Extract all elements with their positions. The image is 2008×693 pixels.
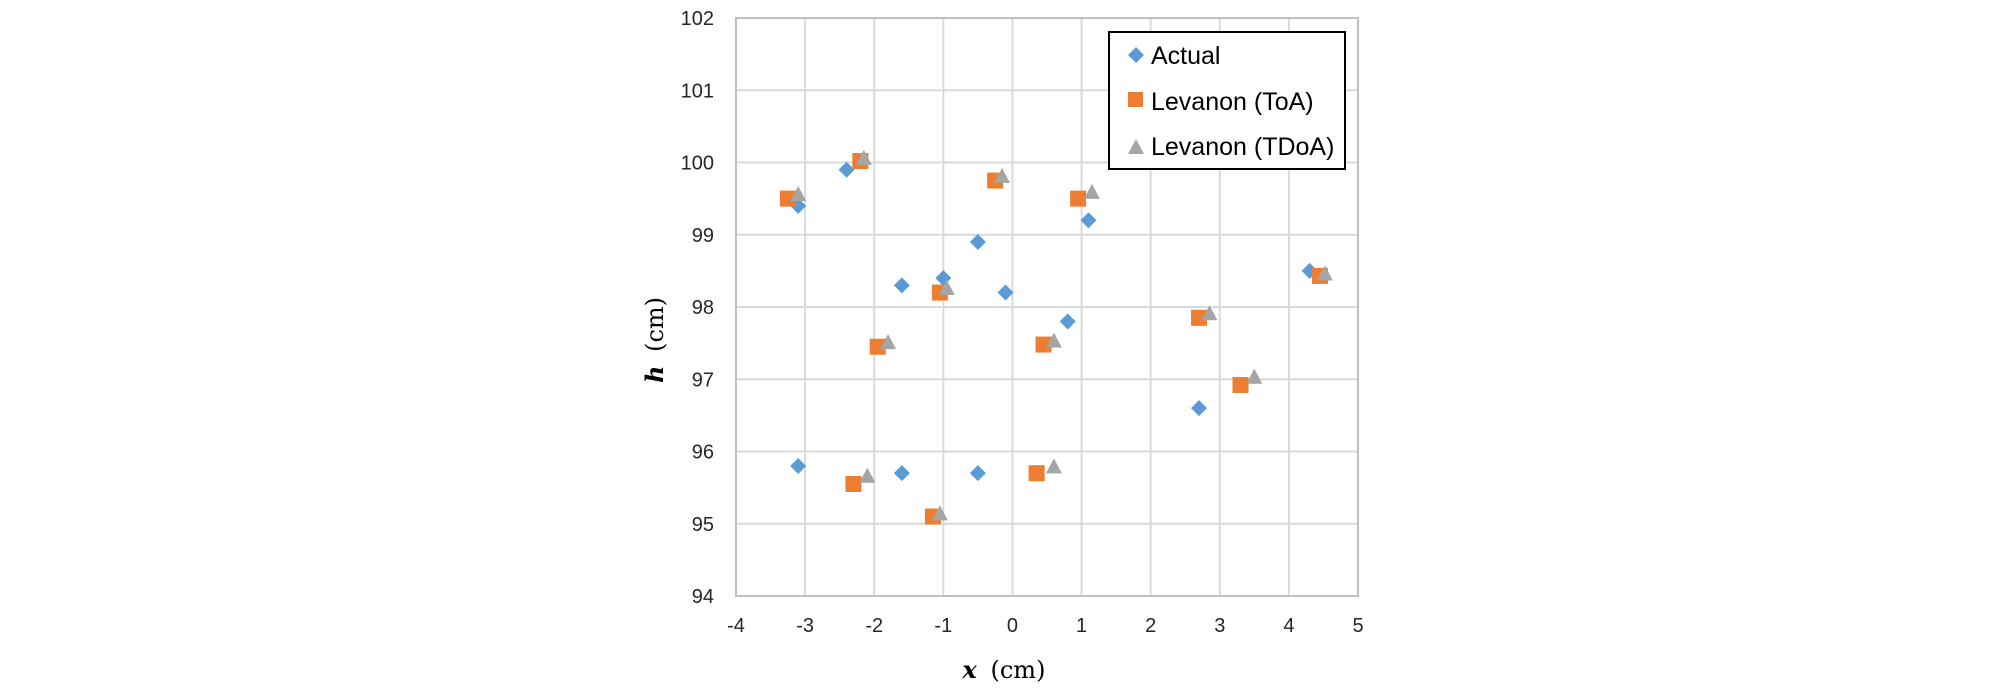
y-tick-label: 102	[681, 8, 714, 30]
legend-label: Levanon (TDoA)	[1151, 133, 1334, 161]
data-point-diamond	[893, 465, 910, 482]
data-point-diamond	[969, 465, 986, 482]
data-point-diamond	[838, 161, 855, 178]
data-point-square	[869, 338, 886, 355]
x-tick-label: 2	[1145, 615, 1156, 637]
x-tick-label: -2	[865, 615, 883, 637]
data-point-diamond	[893, 277, 910, 294]
legend-item-levanon-toa: Levanon (ToA)	[1128, 88, 1314, 116]
data-point-triangle	[1045, 458, 1062, 474]
y-tick-label: 98	[692, 297, 714, 319]
y-axis-symbol: h	[640, 366, 669, 383]
legend-marker-square	[1128, 92, 1143, 107]
data-point-triangle	[855, 149, 872, 165]
data-point-square	[779, 190, 796, 207]
data-point-square	[845, 476, 862, 493]
x-tick-label: 0	[1007, 615, 1018, 637]
data-point-triangle	[1045, 332, 1062, 348]
data-point-triangle	[994, 167, 1011, 183]
x-tick-label: -4	[727, 615, 745, 637]
legend-marker-diamond	[1128, 47, 1144, 63]
y-tick-label: 99	[692, 225, 714, 247]
legend-label: Levanon (ToA)	[1151, 88, 1314, 116]
y-axis-title: h (cm)	[640, 297, 669, 383]
y-tick-label: 94	[692, 586, 714, 608]
data-point-triangle	[938, 279, 955, 295]
legend-item-actual: Actual	[1128, 42, 1220, 70]
y-tick-label: 100	[681, 153, 714, 175]
data-point-square	[1028, 465, 1045, 482]
data-point-triangle	[1316, 265, 1333, 281]
y-tick-label: 95	[692, 514, 714, 536]
legend: Actual Levanon (ToA) Levanon (TDoA)	[1108, 31, 1346, 170]
data-point-triangle	[1083, 183, 1100, 199]
x-tick-label: -3	[796, 615, 814, 637]
y-tick-label: 101	[681, 80, 714, 102]
data-point-triangle	[931, 505, 948, 521]
x-tick-label: 1	[1076, 615, 1087, 637]
tick-labels: -4 -3 -2 -1 0 1 2 3 4 5 94 95 96 97 98 99 100 101 102	[681, 8, 1364, 637]
data-point-square	[1232, 377, 1249, 394]
legend-item-levanon-tdoa: Levanon (TDoA)	[1128, 133, 1334, 161]
x-tick-label: 4	[1283, 615, 1294, 637]
data-point-diamond	[1191, 400, 1208, 417]
series-levanon-tdoa	[790, 149, 1333, 521]
data-point-square	[1070, 190, 1087, 207]
y-tick-label: 96	[692, 442, 714, 464]
legend-marker-triangle	[1128, 139, 1144, 154]
x-axis-symbol: x	[962, 655, 978, 684]
data-point-diamond	[935, 270, 952, 287]
y-axis-unit: (cm)	[641, 297, 669, 352]
x-tick-label: 5	[1352, 615, 1363, 637]
data-point-diamond	[969, 233, 986, 250]
legend-label: Actual	[1151, 42, 1220, 70]
x-tick-label: 3	[1214, 615, 1225, 637]
data-point-triangle	[1201, 305, 1218, 321]
data-point-square	[1191, 309, 1208, 326]
data-point-triangle	[859, 467, 876, 483]
data-points	[779, 149, 1333, 525]
x-axis-title: x (cm)	[962, 655, 1046, 684]
data-point-triangle	[790, 186, 807, 202]
data-point-diamond	[790, 457, 807, 474]
data-point-triangle	[880, 334, 897, 350]
series-levanon-toa	[779, 153, 1328, 525]
legend-box	[1108, 31, 1346, 170]
plot-area	[735, 17, 1359, 597]
data-point-triangle	[1246, 368, 1263, 384]
x-axis-unit: (cm)	[991, 656, 1046, 684]
y-tick-label: 97	[692, 369, 714, 391]
data-point-square	[1035, 336, 1052, 353]
data-point-diamond	[997, 284, 1014, 301]
series-actual	[790, 161, 1318, 482]
data-point-diamond	[1059, 313, 1076, 330]
x-tick-label: -1	[934, 615, 952, 637]
data-point-diamond	[1080, 212, 1097, 229]
